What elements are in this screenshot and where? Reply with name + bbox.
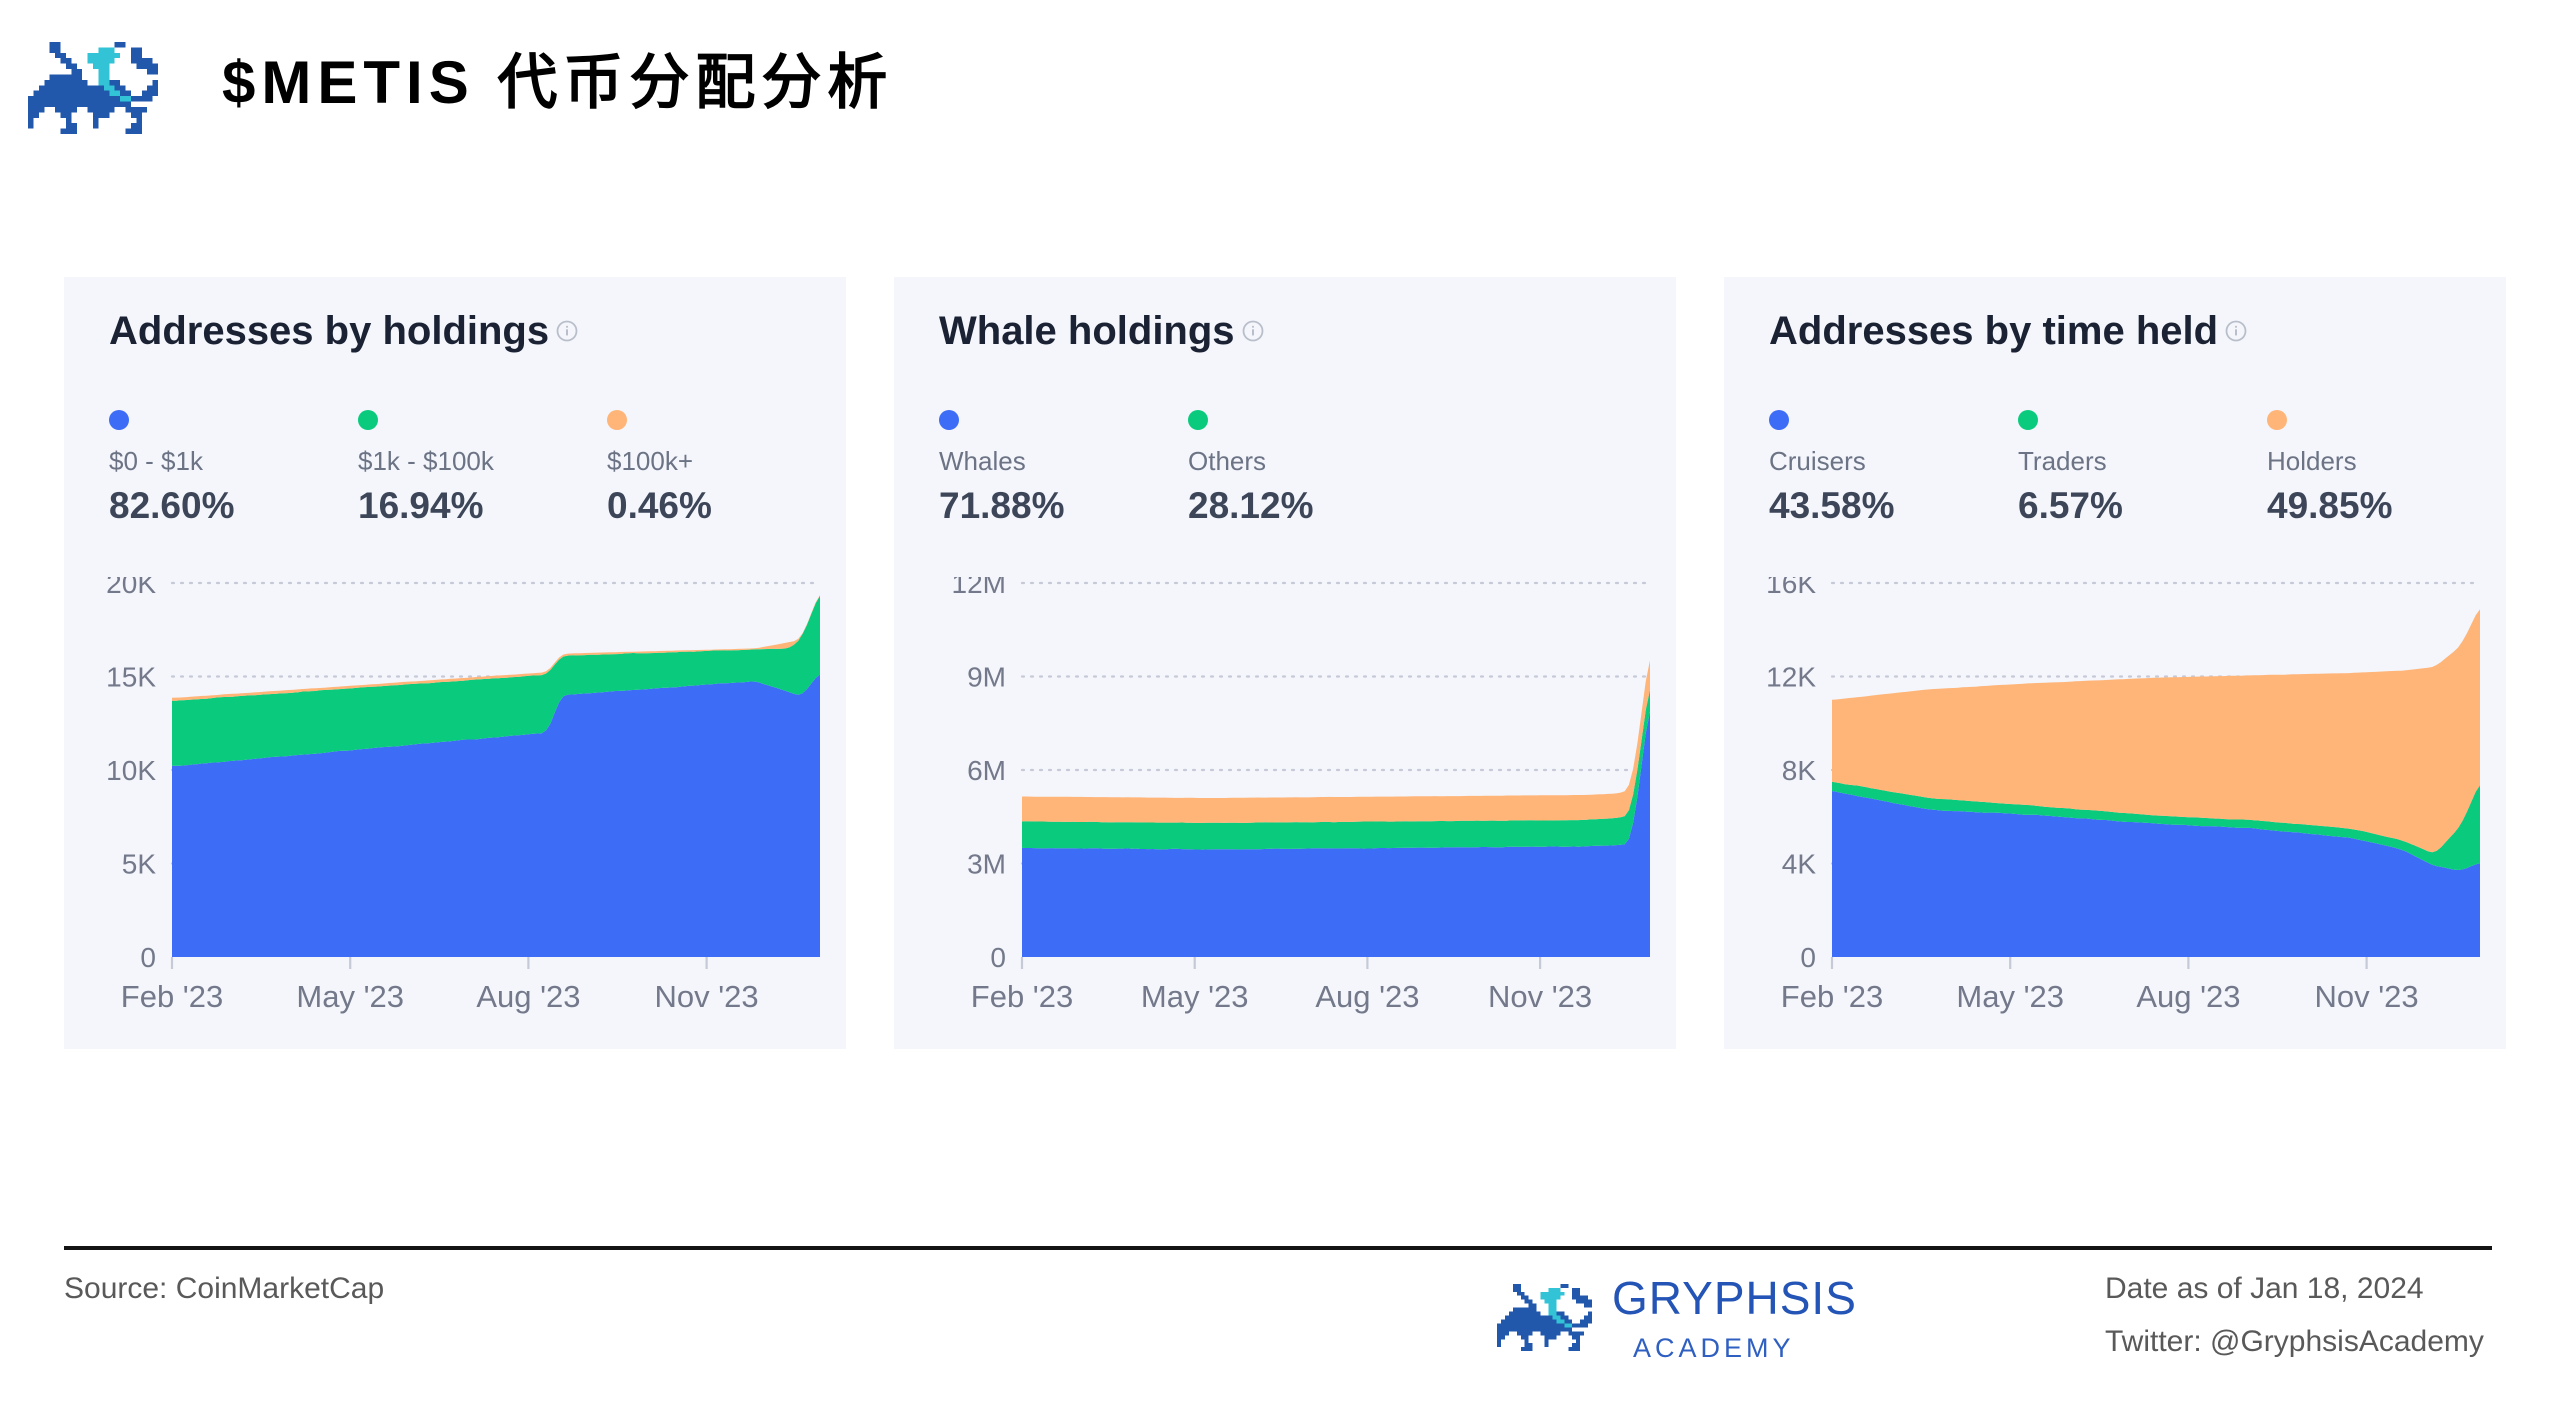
svg-text:3M: 3M (967, 849, 1006, 880)
svg-text:16K: 16K (1766, 577, 1816, 599)
svg-text:8K: 8K (1782, 755, 1817, 786)
svg-text:12K: 12K (1766, 662, 1816, 693)
svg-text:4K: 4K (1782, 849, 1817, 880)
svg-text:0: 0 (990, 942, 1006, 973)
svg-text:Aug '23: Aug '23 (476, 979, 580, 1014)
svg-text:0: 0 (1800, 942, 1816, 973)
svg-text:May '23: May '23 (296, 979, 404, 1014)
svg-text:May '23: May '23 (1956, 979, 2064, 1014)
svg-text:10K: 10K (106, 755, 156, 786)
svg-text:Aug '23: Aug '23 (1315, 979, 1419, 1014)
svg-text:Feb '23: Feb '23 (121, 979, 223, 1014)
svg-text:Feb '23: Feb '23 (971, 979, 1073, 1014)
svg-text:12M: 12M (952, 577, 1006, 599)
svg-text:Aug '23: Aug '23 (2136, 979, 2240, 1014)
svg-text:Nov '23: Nov '23 (1488, 979, 1592, 1014)
svg-text:5K: 5K (122, 849, 157, 880)
svg-text:May '23: May '23 (1141, 979, 1249, 1014)
svg-text:9M: 9M (967, 662, 1006, 693)
svg-text:Nov '23: Nov '23 (655, 979, 759, 1014)
svg-text:0: 0 (140, 942, 156, 973)
svg-text:6M: 6M (967, 755, 1006, 786)
svg-text:Nov '23: Nov '23 (2315, 979, 2419, 1014)
svg-text:20K: 20K (106, 577, 156, 599)
svg-text:Feb '23: Feb '23 (1781, 979, 1883, 1014)
svg-text:15K: 15K (106, 662, 156, 693)
